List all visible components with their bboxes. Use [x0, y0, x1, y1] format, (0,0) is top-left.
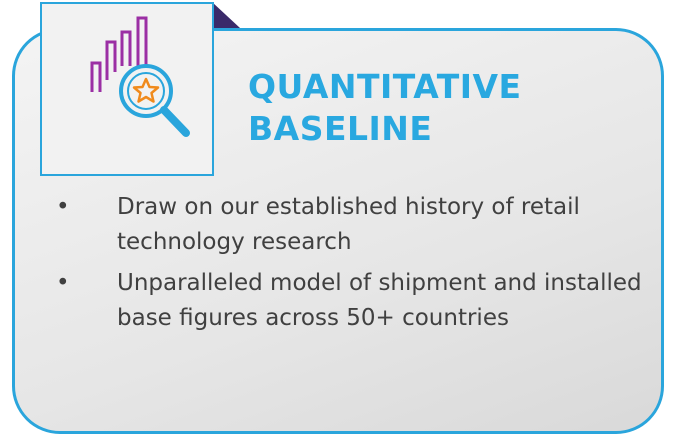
magnifier-inner: [127, 72, 165, 110]
bullet: Unparalleled model of shipment and insta…: [56, 266, 656, 336]
icon: [40, 2, 240, 176]
bullet: Draw on our established history of retai…: [56, 190, 656, 260]
bullet-list: Draw on our established history of retai…: [56, 190, 656, 342]
magnifier-handle: [160, 106, 190, 137]
star: [132, 77, 160, 103]
corner-triangle: [212, 2, 240, 28]
card-title: QUANTITATIVE BASELINE: [248, 67, 522, 148]
bars: [90, 16, 148, 92]
